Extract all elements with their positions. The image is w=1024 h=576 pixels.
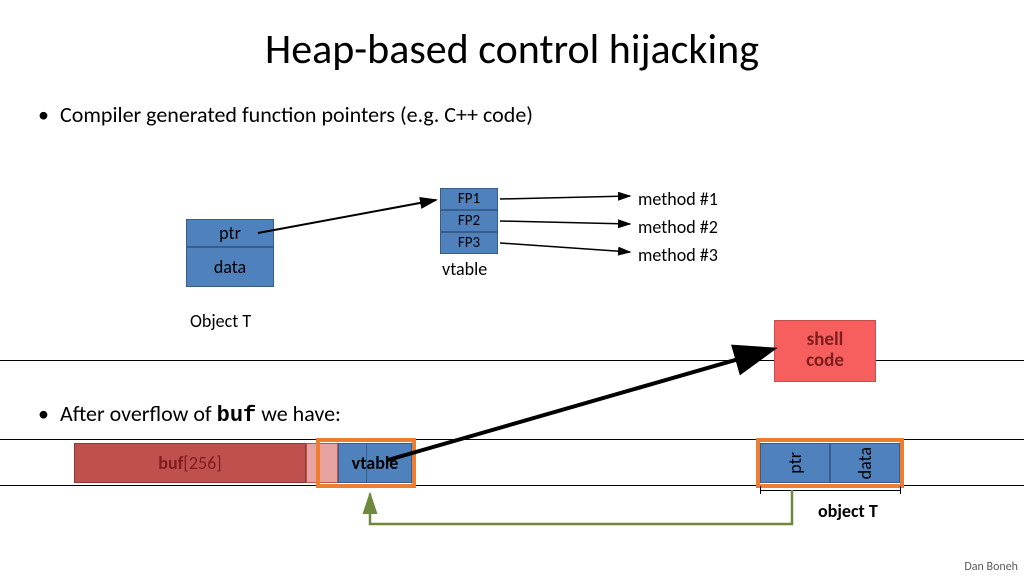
obj-ptr-cell: ptr (186, 219, 274, 247)
slide-title: Heap-based control hijacking (0, 0, 1024, 75)
method-1-label: method #1 (638, 188, 718, 210)
buf-box: buf[256] (74, 443, 306, 483)
vtable-outline (316, 438, 416, 488)
shellcode-l2: code (806, 351, 844, 372)
vtable-label: vtable (442, 258, 487, 280)
vtable-fp3: FP3 (440, 232, 498, 254)
obj2-label: object T (818, 500, 878, 522)
bullet-1: Compiler generated function pointers (e.… (0, 101, 1024, 128)
bullet2-b: buf (217, 403, 257, 428)
vtable-fp1: FP1 (440, 188, 498, 210)
bullet2-c: we have: (256, 400, 341, 427)
obj2-brace-r (900, 486, 901, 494)
shellcode-box: shell code (774, 320, 876, 382)
obj2-outline (756, 438, 904, 488)
author-label: Dan Boneh (964, 560, 1018, 574)
object-t-label: Object T (190, 310, 251, 332)
vtable-fp2: FP2 (440, 210, 498, 232)
method-3-label: method #3 (638, 244, 718, 266)
bullet2-a: After overflow of (60, 400, 217, 427)
obj2-brace-line (760, 490, 900, 491)
method-2-label: method #2 (638, 216, 718, 238)
obj-data-cell: data (186, 247, 274, 287)
shellcode-l1: shell (807, 330, 844, 351)
obj2-brace-l (760, 486, 761, 494)
bullet-2: After overflow of buf we have: (0, 400, 341, 428)
